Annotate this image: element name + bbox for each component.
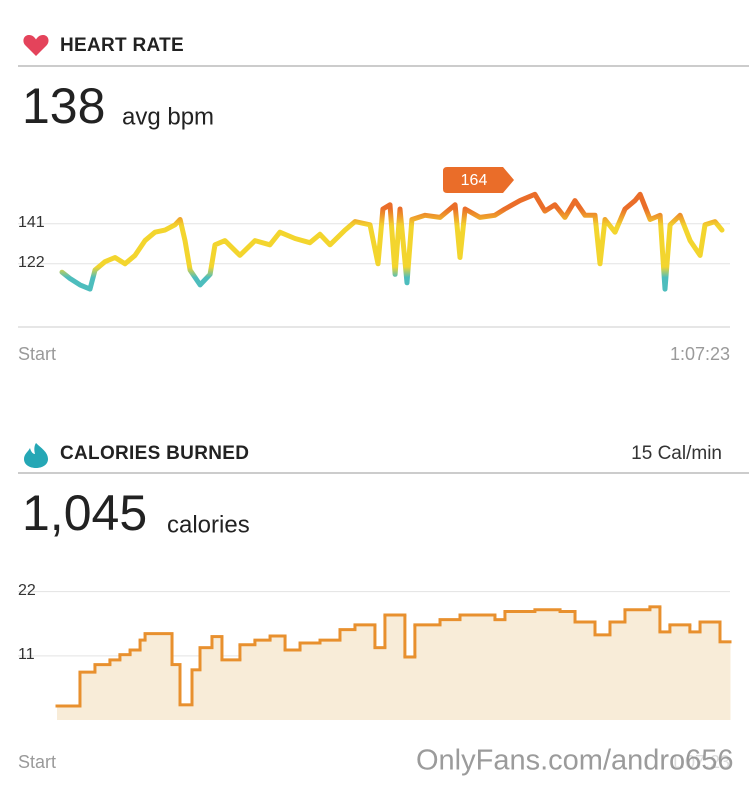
- summary-unit: calories: [167, 511, 250, 538]
- watermark: OnlyFans.com/andro656: [416, 745, 734, 777]
- area-step: [119, 654, 131, 720]
- area-step: [504, 611, 536, 720]
- peak-tag: 164: [443, 167, 514, 193]
- area-step: [57, 706, 81, 720]
- area-step: [575, 622, 596, 720]
- tag-shape: [443, 167, 514, 193]
- area-step: [199, 647, 213, 720]
- area-step: [221, 659, 241, 720]
- y-tick-label: 122: [18, 254, 45, 271]
- x-tick-label: 1:07:23: [670, 344, 730, 364]
- heart-rate-line: [59, 191, 725, 292]
- summary-value: 1,045: [22, 485, 147, 541]
- area-step: [494, 619, 506, 720]
- tag-label: 164: [461, 172, 488, 189]
- area-step: [384, 615, 406, 720]
- area-step: [239, 644, 256, 720]
- plots: 122 141 Start 1:07:23 11 22 Start 1:07:23: [18, 191, 732, 772]
- area-step: [460, 615, 496, 720]
- area-step: [191, 669, 201, 720]
- area-step: [172, 664, 181, 720]
- area-step: [700, 622, 721, 720]
- area-step: [595, 634, 611, 720]
- y-tick-label: 22: [18, 582, 36, 599]
- area-step: [440, 619, 461, 720]
- summary-unit: avg bpm: [122, 103, 214, 130]
- area-step: [669, 624, 691, 720]
- heart-icon: [23, 34, 49, 56]
- section-title: HEART RATE: [60, 35, 184, 56]
- area-step: [270, 636, 286, 720]
- area-step: [659, 631, 671, 720]
- area-step: [560, 611, 576, 720]
- area-step: [254, 640, 271, 720]
- area-step: [94, 664, 111, 720]
- area-step: [354, 624, 376, 720]
- x-tick-label: Start: [18, 344, 56, 364]
- area-step: [374, 647, 386, 720]
- area-step: [320, 640, 341, 720]
- rate-label: 15 Cal/min: [631, 443, 722, 464]
- y-tick-label: 141: [18, 214, 45, 231]
- area-step: [285, 650, 301, 720]
- section-title: CALORIES BURNED: [60, 443, 249, 464]
- area-step: [130, 650, 141, 720]
- area-step: [300, 643, 321, 720]
- area-step: [720, 641, 731, 720]
- area-step: [624, 609, 651, 720]
- y-tick-label: 11: [18, 646, 35, 663]
- area-step: [180, 704, 193, 720]
- summary-value: 138: [22, 78, 105, 134]
- area-step: [534, 609, 561, 720]
- area-step: [109, 659, 121, 720]
- flame-icon: [24, 443, 48, 468]
- area-step: [649, 606, 661, 720]
- area-step: [689, 631, 701, 720]
- area-step: [140, 640, 146, 720]
- area-step: [211, 636, 223, 720]
- x-tick-label: Start: [18, 752, 56, 772]
- area-step: [414, 624, 441, 720]
- area-step: [404, 657, 416, 720]
- area-step: [79, 672, 96, 720]
- area-step: [339, 629, 356, 720]
- x-tick-label: 1:07:23: [670, 752, 730, 772]
- area-step: [145, 633, 173, 720]
- area-step: [609, 622, 626, 720]
